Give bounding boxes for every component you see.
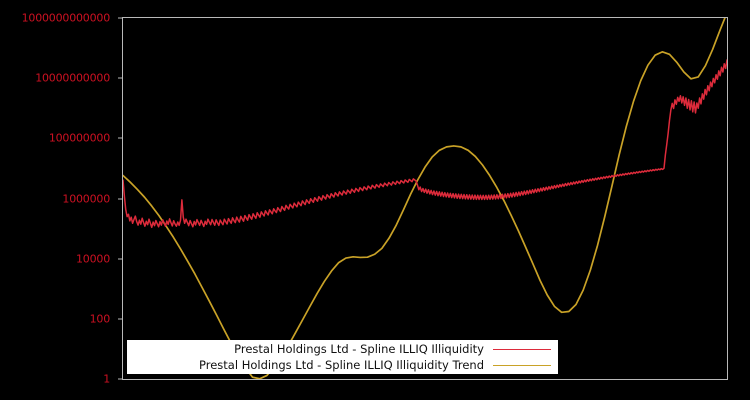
y-axis-tick-label: 100 — [89, 312, 111, 326]
y-axis-tick-label: 1000000000000 — [21, 11, 111, 25]
y-axis-tick-mark — [118, 198, 122, 199]
series-line-trend — [123, 18, 726, 379]
legend-label-trend: Prestal Holdings Ltd - Spline ILLIQ Illi… — [199, 358, 484, 372]
y-axis-tick-mark — [118, 137, 122, 139]
y-axis-tick-label: 100000000 — [48, 131, 110, 145]
y-axis: 1000000000000 10000000000 100000000 1000000… — [0, 13, 122, 385]
y-axis-tick-label: 10000000000 — [35, 71, 110, 85]
y-axis-tick-mark — [118, 77, 122, 79]
y-axis-tick-mark — [118, 258, 122, 260]
series-canvas — [123, 18, 727, 379]
y-axis-tick-mark — [118, 378, 122, 380]
y-axis-tick-label: 1 — [103, 372, 110, 386]
y-axis-tick-label: 1000000 — [62, 192, 110, 205]
y-axis-tick-label: 10000 — [76, 252, 110, 266]
legend-item-trend: Prestal Holdings Ltd - Spline ILLIQ Illi… — [128, 357, 551, 373]
legend-swatch-illiquidity — [493, 348, 551, 350]
y-axis-tick-mark — [118, 17, 122, 19]
plot-area — [122, 17, 728, 380]
plot-clip — [123, 18, 727, 379]
legend-swatch-trend — [493, 364, 551, 366]
legend: Prestal Holdings Ltd - Spline ILLIQ Illi… — [127, 340, 558, 374]
series-line-illiquidity — [123, 59, 727, 229]
legend-item-illiquidity: Prestal Holdings Ltd - Spline ILLIQ Illi… — [128, 341, 551, 357]
legend-label-illiquidity: Prestal Holdings Ltd - Spline ILLIQ Illi… — [234, 342, 484, 356]
y-axis-tick-mark — [118, 318, 122, 320]
